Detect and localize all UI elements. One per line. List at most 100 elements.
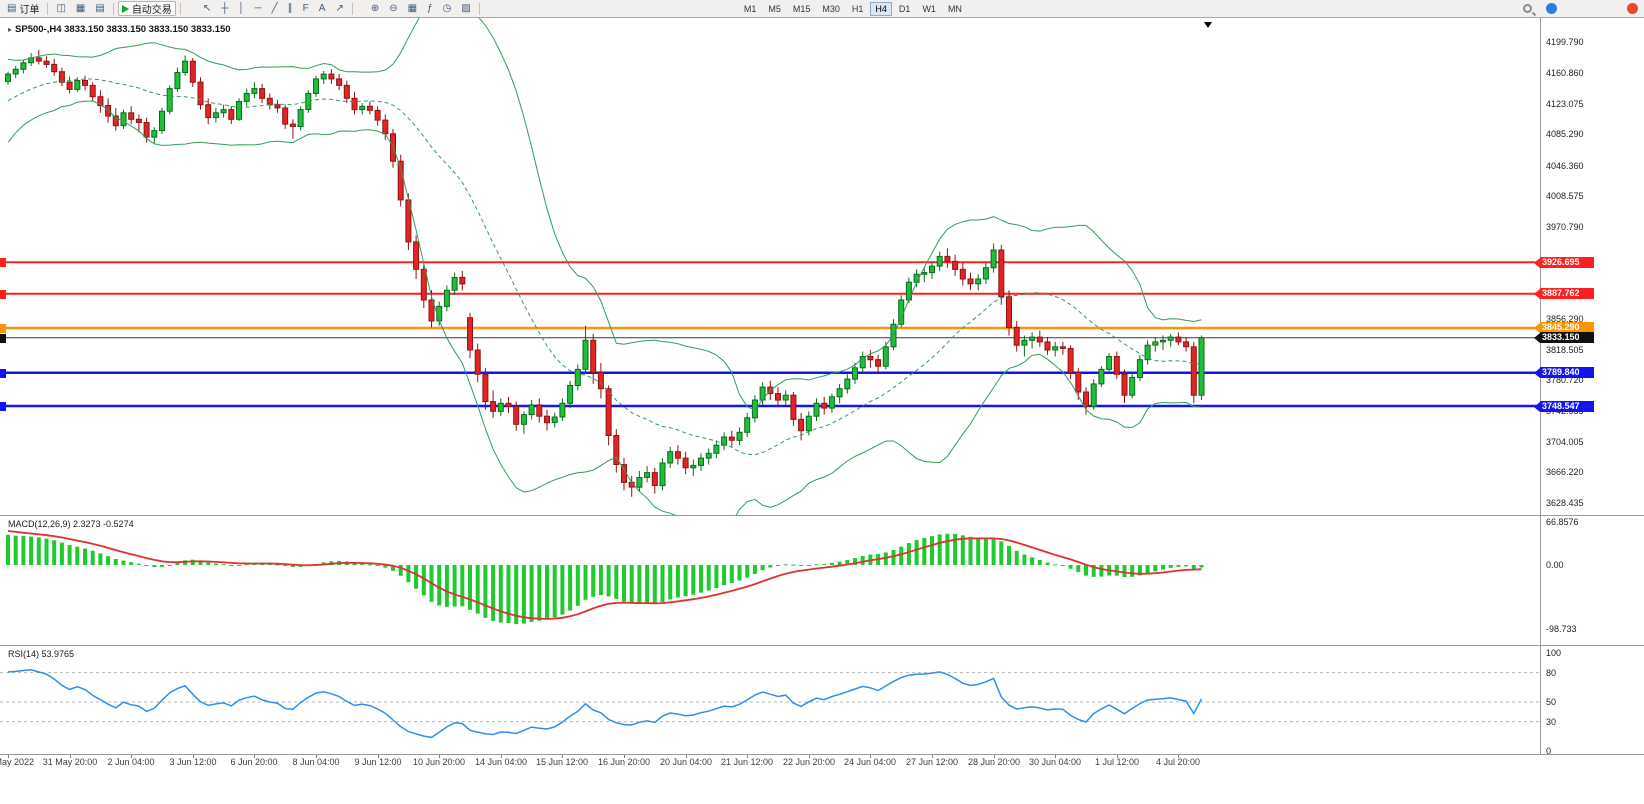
time-label[interactable]: 20 Jun 04:00	[659, 757, 713, 767]
rsi-scale-tick[interactable]: 0	[1546, 746, 1552, 756]
timeframe-h1[interactable]: H1	[847, 2, 869, 16]
rsi-scale-tick[interactable]: 100	[1546, 648, 1562, 658]
timeframe-w1[interactable]: W1	[917, 2, 941, 16]
tag-arrow-icon	[1534, 288, 1540, 299]
alerts-icon[interactable]	[1627, 3, 1638, 14]
price-line-left-marker[interactable]	[0, 324, 6, 333]
chart-shift-marker[interactable]	[1204, 22, 1212, 28]
price-tick[interactable]: 3704.005	[1546, 437, 1584, 447]
rsi-panel[interactable]	[0, 646, 1540, 754]
time-label[interactable]: 21 Jun 12:00	[720, 757, 774, 767]
search-icon[interactable]	[1523, 4, 1532, 13]
price-tick[interactable]: 3780.720	[1546, 375, 1584, 385]
time-label[interactable]: 22 Jun 20:00	[782, 757, 836, 767]
time-label[interactable]: 28 Jun 20:00	[967, 757, 1021, 767]
time-label[interactable]: 8 Jun 04:00	[292, 757, 340, 767]
price-line-tag[interactable]: 3789.840	[1534, 367, 1594, 378]
price-tick[interactable]: 4160.860	[1546, 68, 1584, 78]
price-line-tag[interactable]: 3748.547	[1534, 401, 1594, 412]
arrows-button[interactable]: ↗	[331, 1, 347, 16]
timeframe-m15[interactable]: M15	[788, 2, 816, 16]
channel-button[interactable]: ∥	[284, 1, 297, 16]
price-tick[interactable]: 4008.575	[1546, 191, 1584, 201]
fibonacci-button[interactable]: F	[299, 1, 313, 16]
period-button[interactable]: ◷	[439, 1, 456, 16]
rsi-scale-tick[interactable]: 30	[1546, 717, 1557, 727]
time-label[interactable]: 15 Jun 12:00	[535, 757, 589, 767]
price-tick[interactable]: 3666.220	[1546, 467, 1584, 477]
crosshair-button[interactable]: ┼	[217, 1, 232, 16]
crosshair-icon: ┼	[221, 2, 229, 14]
time-label[interactable]: 30 Jun 04:00	[1028, 757, 1082, 767]
timeframe-m1[interactable]: M1	[739, 2, 762, 16]
profiles-button[interactable]: ▦	[72, 1, 89, 16]
price-tick[interactable]: 4199.790	[1546, 37, 1584, 47]
price-tick[interactable]: 3628.435	[1546, 498, 1584, 508]
macd-panel[interactable]	[0, 516, 1540, 645]
price-line-tag[interactable]: 3845.290	[1534, 322, 1594, 333]
time-label[interactable]: 27 Jun 12:00	[905, 757, 959, 767]
time-label[interactable]: 2 Jun 04:00	[107, 757, 155, 767]
time-label[interactable]: 24 Jun 04:00	[843, 757, 897, 767]
time-label[interactable]: 10 Jun 20:00	[412, 757, 466, 767]
time-axis-tick	[501, 755, 502, 758]
price-line-tag[interactable]: 3926.695	[1534, 257, 1594, 268]
tile-windows-button[interactable]: ▦	[404, 1, 421, 16]
community-icon[interactable]	[1546, 3, 1557, 14]
macd-scale-zero[interactable]: 0.00	[1546, 560, 1564, 570]
text-button[interactable]: A	[315, 1, 330, 16]
one-click-trading-toggle[interactable]: ▸	[8, 25, 13, 34]
cursor-button[interactable]: ↖	[199, 1, 215, 16]
time-label[interactable]: 9 Jun 12:00	[354, 757, 402, 767]
price-line-left-marker[interactable]	[0, 334, 6, 343]
time-label[interactable]: 4 Jul 20:00	[1155, 757, 1201, 767]
zoom-out-button[interactable]: ⊖	[385, 1, 401, 16]
chart-window-button[interactable]: ◫	[52, 1, 69, 16]
macd-scale-min[interactable]: -98.733	[1546, 624, 1577, 634]
time-axis-tick	[624, 755, 625, 758]
price-line-left-marker[interactable]	[0, 290, 6, 299]
price-line-left-marker[interactable]	[0, 369, 6, 378]
time-axis-tick	[994, 755, 995, 758]
macd-scale-max[interactable]: 66.8576	[1546, 517, 1579, 527]
timeframe-h4[interactable]: H4	[870, 1, 892, 16]
timeframe-mn[interactable]: MN	[943, 2, 967, 16]
indicators-button[interactable]: ƒ	[423, 1, 437, 16]
time-axis-tick	[686, 755, 687, 758]
price-tick[interactable]: 4085.290	[1546, 129, 1584, 139]
price-tick[interactable]: 4046.360	[1546, 161, 1584, 171]
trendline-button[interactable]: ╱	[268, 1, 282, 16]
time-label[interactable]: 30 May 2022	[0, 757, 35, 767]
timeframe-m30[interactable]: M30	[817, 2, 845, 16]
time-label[interactable]: 16 Jun 20:00	[597, 757, 651, 767]
price-tick[interactable]: 3818.505	[1546, 345, 1584, 355]
tag-arrow-icon	[1534, 332, 1540, 343]
price-tick[interactable]: 3856.290	[1546, 314, 1584, 324]
price-line-left-marker[interactable]	[0, 402, 6, 411]
panel-divider[interactable]	[0, 645, 1644, 646]
price-tick[interactable]: 4123.075	[1546, 99, 1584, 109]
timeframe-m5[interactable]: M5	[763, 2, 786, 16]
zoom-in-button[interactable]: ⊕	[367, 1, 383, 16]
time-label[interactable]: 3 Jun 12:00	[169, 757, 217, 767]
new-order-icon: ▤	[7, 2, 17, 14]
time-label[interactable]: 1 Jul 12:00	[1094, 757, 1140, 767]
price-line-tag[interactable]: 3833.150	[1534, 332, 1594, 343]
vertical-line-button[interactable]: │	[234, 1, 248, 16]
price-tick[interactable]: 3970.790	[1546, 222, 1584, 232]
price-line-left-marker[interactable]	[0, 258, 6, 267]
panel-divider[interactable]	[0, 515, 1644, 516]
horizontal-line-button[interactable]: ─	[251, 1, 266, 16]
main-chart[interactable]	[0, 18, 1540, 515]
time-label[interactable]: 31 May 20:00	[42, 757, 98, 767]
autotrade-button[interactable]: 自动交易	[117, 1, 176, 16]
time-label[interactable]: 6 Jun 20:00	[230, 757, 278, 767]
rsi-scale-tick[interactable]: 50	[1546, 697, 1557, 707]
rsi-scale-tick[interactable]: 80	[1546, 668, 1557, 678]
price-line-tag[interactable]: 3887.762	[1534, 288, 1594, 299]
market-watch-button[interactable]: ▤	[91, 1, 108, 16]
timeframe-d1[interactable]: D1	[894, 2, 916, 16]
templates-button[interactable]: ▨	[457, 1, 474, 16]
time-label[interactable]: 14 Jun 04:00	[474, 757, 528, 767]
new-order-button[interactable]: ▤ 订单	[3, 1, 43, 17]
